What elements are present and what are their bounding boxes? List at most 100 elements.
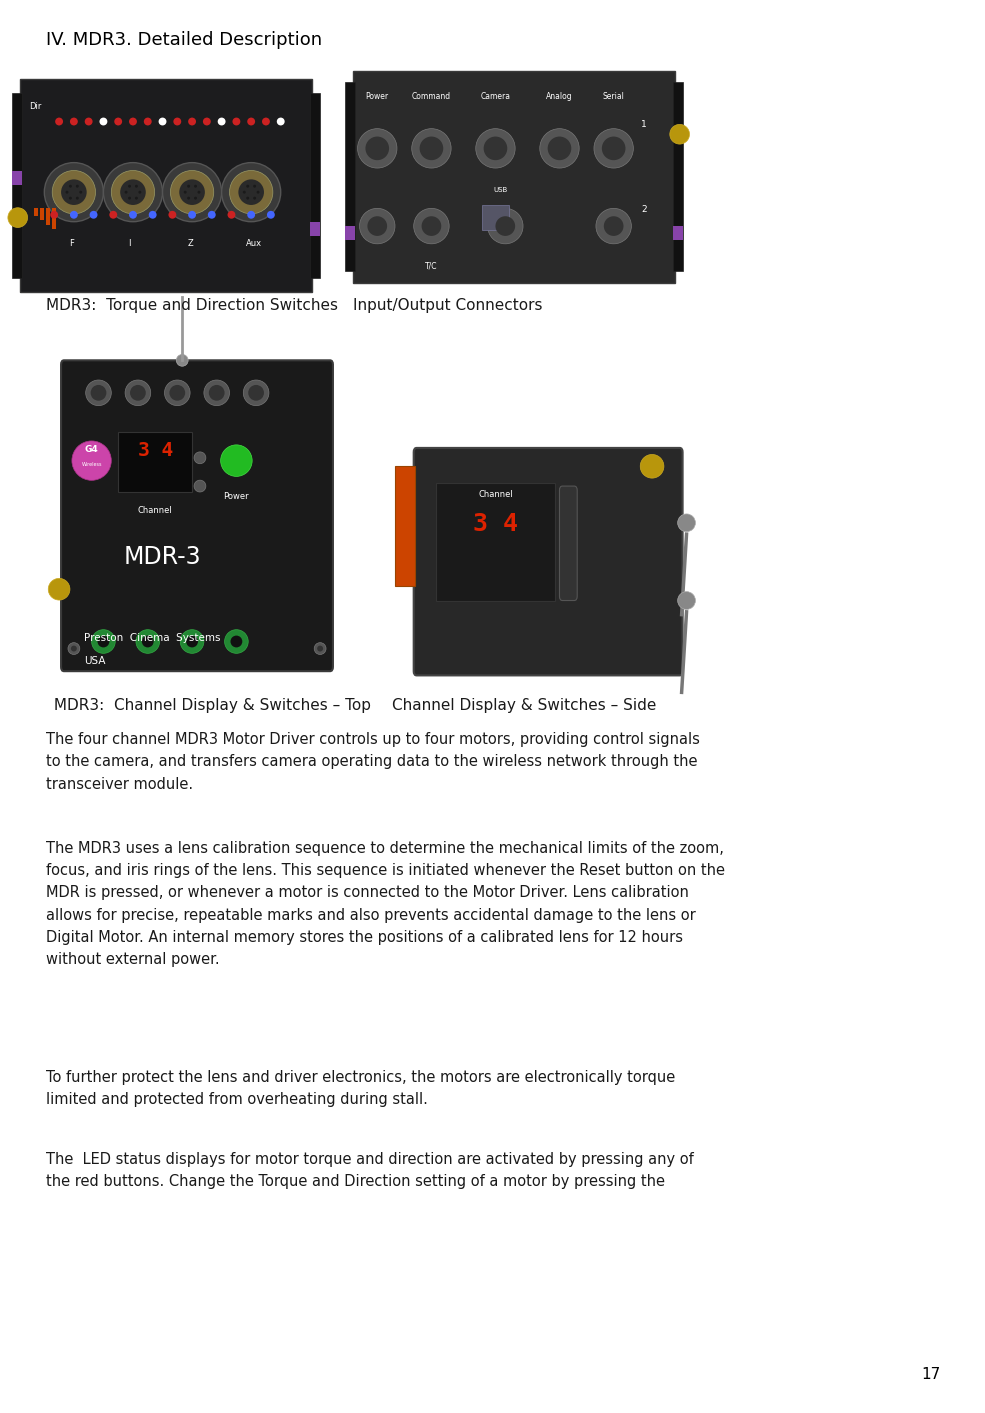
Ellipse shape (76, 185, 79, 188)
Ellipse shape (125, 380, 151, 406)
Ellipse shape (262, 117, 270, 126)
Ellipse shape (218, 117, 226, 126)
FancyBboxPatch shape (414, 448, 683, 675)
FancyBboxPatch shape (61, 360, 333, 671)
Ellipse shape (48, 578, 70, 601)
Bar (482, 205, 509, 230)
Ellipse shape (204, 380, 230, 406)
Text: limited and protected from overheating during stall.: limited and protected from overheating d… (46, 1092, 428, 1106)
Ellipse shape (144, 117, 152, 126)
Bar (395, 466, 415, 586)
Text: Z: Z (187, 239, 193, 247)
Ellipse shape (128, 196, 131, 199)
Text: T/C: T/C (426, 261, 437, 270)
Ellipse shape (248, 384, 264, 401)
Ellipse shape (228, 211, 235, 219)
Text: Dir: Dir (30, 102, 42, 110)
Ellipse shape (243, 380, 269, 406)
Bar (310, 93, 320, 278)
Ellipse shape (98, 636, 109, 647)
Ellipse shape (173, 117, 181, 126)
Ellipse shape (222, 162, 281, 222)
Text: Channel Display & Switches – Side: Channel Display & Switches – Side (392, 698, 656, 714)
Ellipse shape (168, 211, 176, 219)
Ellipse shape (221, 445, 252, 476)
Ellipse shape (367, 216, 387, 236)
Ellipse shape (187, 185, 190, 188)
Ellipse shape (203, 117, 211, 126)
Ellipse shape (170, 171, 214, 213)
Ellipse shape (247, 117, 255, 126)
Ellipse shape (68, 643, 80, 654)
Ellipse shape (238, 179, 264, 205)
Ellipse shape (70, 211, 78, 219)
Bar (118, 432, 192, 492)
Ellipse shape (314, 643, 326, 654)
Ellipse shape (596, 208, 631, 244)
Text: MDR is pressed, or whenever a motor is connected to the Motor Driver. Lens calib: MDR is pressed, or whenever a motor is c… (46, 886, 689, 900)
Ellipse shape (111, 171, 155, 213)
Ellipse shape (208, 211, 216, 219)
Text: the red buttons. Change the Torque and Direction setting of a motor by pressing : the red buttons. Change the Torque and D… (46, 1174, 665, 1188)
Text: Serial: Serial (603, 92, 624, 100)
Text: Preston  Cinema  Systems: Preston Cinema Systems (84, 633, 221, 643)
Ellipse shape (76, 196, 79, 199)
Ellipse shape (495, 216, 515, 236)
Text: 3 4: 3 4 (138, 441, 172, 459)
Bar (54, 339, 340, 692)
Ellipse shape (179, 179, 205, 205)
Ellipse shape (136, 630, 160, 653)
Text: without external power.: without external power. (46, 952, 220, 968)
Ellipse shape (114, 117, 122, 126)
Ellipse shape (194, 196, 197, 199)
Ellipse shape (594, 129, 633, 168)
Ellipse shape (267, 211, 275, 219)
Text: 17: 17 (921, 1366, 941, 1382)
Ellipse shape (194, 480, 206, 492)
Bar (436, 483, 555, 601)
Ellipse shape (85, 117, 93, 126)
Ellipse shape (243, 191, 246, 194)
Ellipse shape (44, 162, 103, 222)
Ellipse shape (678, 514, 695, 531)
Ellipse shape (358, 129, 397, 168)
Ellipse shape (124, 191, 128, 194)
Text: IV. MDR3. Detailed Description: IV. MDR3. Detailed Description (46, 31, 322, 49)
Ellipse shape (99, 117, 107, 126)
Ellipse shape (109, 211, 117, 219)
Text: USA: USA (84, 656, 105, 666)
Bar (392, 438, 690, 685)
Text: Wireless: Wireless (82, 462, 101, 468)
Bar (353, 71, 675, 283)
Ellipse shape (246, 185, 249, 188)
Bar (46, 208, 50, 225)
Text: To further protect the lens and driver electronics, the motors are electronicall: To further protect the lens and driver e… (46, 1070, 676, 1085)
Ellipse shape (188, 211, 196, 219)
Ellipse shape (103, 162, 163, 222)
Bar (673, 82, 683, 271)
Text: G4: G4 (85, 445, 98, 454)
Ellipse shape (194, 452, 206, 463)
Ellipse shape (52, 171, 96, 213)
Ellipse shape (277, 117, 285, 126)
Ellipse shape (169, 384, 185, 401)
Ellipse shape (92, 630, 115, 653)
Ellipse shape (604, 216, 624, 236)
Bar (12, 171, 22, 185)
Text: Channel: Channel (138, 506, 172, 514)
Text: Channel: Channel (478, 490, 513, 499)
Text: MDR-3: MDR-3 (123, 545, 201, 569)
Ellipse shape (488, 208, 523, 244)
Text: 1: 1 (641, 120, 647, 129)
Bar (52, 208, 56, 229)
Ellipse shape (476, 129, 515, 168)
Text: to the camera, and transfers camera operating data to the wireless network throu: to the camera, and transfers camera oper… (46, 755, 697, 769)
Ellipse shape (79, 191, 83, 194)
Ellipse shape (540, 129, 579, 168)
Ellipse shape (149, 211, 157, 219)
Text: Input/Output Connectors: Input/Output Connectors (353, 298, 542, 314)
Ellipse shape (50, 211, 58, 219)
Text: allows for precise, repeatable marks and also prevents accidental damage to the : allows for precise, repeatable marks and… (46, 907, 696, 923)
Ellipse shape (640, 455, 664, 478)
Ellipse shape (256, 191, 260, 194)
